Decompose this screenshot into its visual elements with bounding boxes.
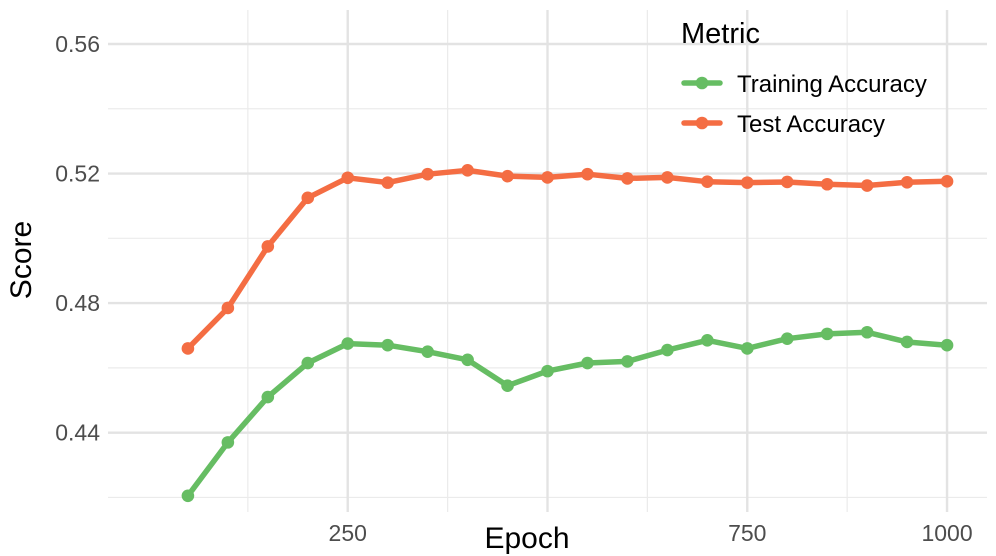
data-point-training-accuracy	[621, 355, 634, 368]
data-point-test-accuracy	[501, 169, 514, 183]
data-point-test-accuracy	[341, 171, 355, 185]
data-point-training-accuracy	[181, 489, 195, 503]
data-point-test-accuracy	[661, 171, 674, 184]
data-point-test-accuracy	[940, 175, 954, 188]
data-point-test-accuracy	[261, 240, 275, 253]
legend-label: Training Accuracy	[737, 71, 927, 98]
data-point-test-accuracy	[461, 164, 474, 177]
data-point-test-accuracy	[900, 175, 914, 189]
x-tick-label: 750	[728, 520, 766, 546]
data-point-training-accuracy	[461, 353, 474, 367]
x-tick-label: 1000	[921, 520, 972, 546]
data-point-training-accuracy	[421, 345, 434, 358]
legend-label: Test Accuracy	[737, 111, 885, 138]
data-point-test-accuracy	[381, 176, 394, 189]
legend: Metric Training Accuracy Test Accuracy	[681, 18, 927, 138]
data-point-training-accuracy	[541, 364, 554, 378]
legend-title: Metric	[681, 18, 760, 50]
y-tick-label: 0.48	[55, 290, 100, 316]
data-point-test-accuracy	[621, 172, 634, 185]
y-axis-title: Score	[5, 221, 38, 299]
series-line-training-accuracy	[185, 329, 950, 499]
data-point-training-accuracy	[381, 338, 394, 352]
series-lines	[181, 164, 954, 503]
data-point-test-accuracy	[181, 342, 195, 355]
data-point-test-accuracy	[541, 171, 554, 184]
data-point-training-accuracy	[820, 327, 834, 341]
data-point-test-accuracy	[301, 191, 315, 205]
data-point-test-accuracy	[581, 167, 594, 181]
data-point-test-accuracy	[780, 175, 794, 189]
legend-item: Test Accuracy	[681, 111, 885, 138]
data-point-training-accuracy	[780, 332, 794, 346]
data-point-training-accuracy	[261, 390, 275, 404]
grid	[108, 10, 987, 512]
x-tick-label: 250	[329, 520, 367, 546]
y-tick-label: 0.56	[55, 31, 100, 57]
legend-item: Training Accuracy	[681, 71, 927, 98]
data-point-test-accuracy	[860, 179, 874, 192]
data-point-training-accuracy	[940, 338, 954, 352]
data-point-training-accuracy	[221, 436, 235, 449]
series-test-accuracy	[181, 164, 954, 355]
legend-swatch-point	[695, 76, 709, 90]
series-line-test-accuracy	[185, 167, 950, 352]
data-point-training-accuracy	[661, 343, 674, 357]
x-axis-title: Epoch	[484, 522, 569, 555]
data-point-training-accuracy	[581, 356, 594, 370]
data-point-training-accuracy	[701, 334, 714, 347]
data-point-training-accuracy	[900, 335, 914, 349]
data-point-test-accuracy	[740, 176, 754, 189]
data-point-test-accuracy	[701, 175, 714, 188]
data-point-training-accuracy	[501, 379, 514, 392]
tick-labels: 0.44 0.48 0.52 0.56 250 750 1000	[55, 31, 972, 546]
data-point-test-accuracy	[221, 301, 235, 315]
legend-swatch-point	[695, 116, 709, 130]
data-point-training-accuracy	[740, 342, 754, 355]
data-point-training-accuracy	[860, 325, 874, 339]
data-point-training-accuracy	[341, 337, 355, 350]
data-point-test-accuracy	[820, 177, 834, 191]
data-point-training-accuracy	[301, 356, 315, 370]
series-training-accuracy	[181, 325, 954, 503]
y-tick-label: 0.52	[55, 161, 100, 187]
y-tick-label: 0.44	[55, 420, 100, 446]
data-point-test-accuracy	[421, 167, 434, 181]
